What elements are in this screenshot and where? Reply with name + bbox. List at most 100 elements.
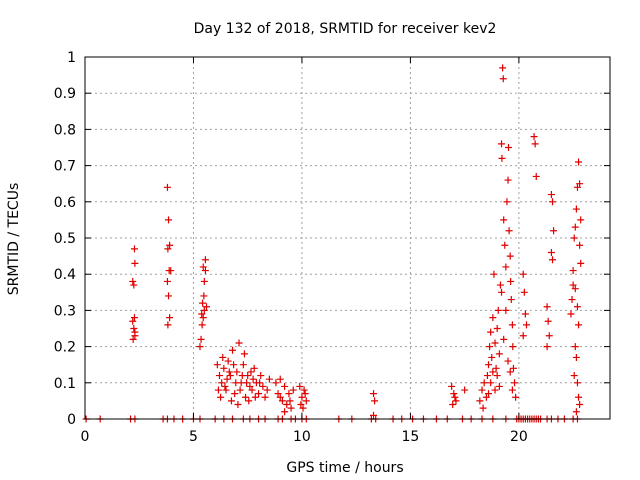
data-point — [500, 335, 508, 343]
data-point — [499, 64, 507, 72]
data-point — [130, 245, 138, 253]
data-point — [216, 372, 224, 380]
data-point — [227, 397, 235, 405]
data-point — [577, 216, 585, 224]
data-point — [130, 325, 138, 332]
data-point — [129, 277, 137, 285]
data-point — [509, 364, 517, 372]
data-point — [452, 397, 460, 405]
data-point — [256, 379, 264, 387]
y-tick-label: 0.1 — [54, 376, 76, 392]
data-point — [259, 382, 267, 390]
y-tick-label: 0.9 — [54, 86, 76, 102]
data-point — [509, 343, 517, 351]
data-point — [202, 303, 210, 311]
data-point — [487, 379, 495, 387]
data-point — [235, 339, 243, 347]
data-point — [496, 281, 504, 289]
x-tick-label: 5 — [189, 429, 198, 445]
data-point — [504, 357, 512, 365]
y-tick-label: 0.4 — [54, 267, 76, 283]
data-point — [532, 172, 540, 180]
data-point — [487, 328, 495, 336]
data-point — [231, 390, 239, 398]
data-point — [571, 223, 579, 231]
data-point — [504, 144, 512, 151]
data-point — [130, 281, 138, 289]
y-tick-label: 0.8 — [54, 122, 76, 138]
data-point — [274, 390, 282, 398]
data-point — [544, 317, 552, 325]
data-point — [298, 393, 306, 401]
data-point — [196, 343, 204, 351]
data-point — [296, 382, 304, 390]
data-point — [569, 281, 577, 289]
data-point — [501, 241, 509, 249]
x-tick-label: 10 — [293, 429, 311, 445]
data-point — [286, 397, 294, 405]
data-point — [482, 393, 490, 401]
data-point — [283, 401, 291, 409]
data-point — [167, 267, 175, 275]
data-point — [217, 393, 225, 401]
data-point — [165, 216, 173, 224]
data-point — [575, 321, 583, 329]
data-point — [129, 335, 137, 343]
data-point — [505, 227, 513, 235]
data-point — [489, 368, 497, 376]
data-point — [502, 306, 510, 314]
data-point — [263, 386, 271, 394]
x-tick-label: 15 — [401, 429, 419, 445]
data-point — [500, 216, 508, 224]
data-point — [265, 375, 273, 383]
data-point — [502, 263, 510, 271]
data-point — [498, 140, 506, 148]
data-point — [485, 361, 493, 369]
data-point — [499, 75, 507, 83]
data-point — [512, 393, 520, 401]
data-point — [276, 375, 284, 383]
data-point — [164, 245, 172, 253]
data-point — [213, 361, 221, 369]
data-point — [498, 288, 506, 296]
data-point — [200, 277, 208, 285]
data-point — [299, 404, 307, 412]
data-point — [199, 314, 207, 322]
data-point — [570, 234, 578, 242]
data-point — [451, 393, 459, 401]
data-point — [131, 259, 139, 267]
data-point — [226, 372, 234, 380]
data-point — [522, 321, 530, 329]
data-point — [281, 382, 289, 390]
data-point — [218, 379, 226, 387]
data-point — [488, 353, 496, 361]
data-point — [519, 270, 527, 278]
data-point — [450, 390, 458, 398]
data-point — [238, 372, 246, 380]
y-axis-label: SRMTID / TECUs — [6, 183, 22, 296]
data-point — [198, 321, 206, 329]
data-point — [224, 357, 232, 365]
data-point — [573, 379, 581, 387]
data-point — [521, 310, 529, 318]
y-tick-label: 0.6 — [54, 195, 76, 211]
data-point — [371, 397, 379, 405]
data-point — [495, 350, 503, 358]
data-point — [507, 277, 515, 285]
data-point — [486, 343, 494, 351]
data-point — [130, 314, 138, 322]
data-point — [519, 332, 527, 340]
data-point — [200, 306, 208, 314]
y-tick-label: 0 — [67, 412, 76, 428]
data-point — [498, 154, 506, 162]
data-point — [199, 263, 207, 271]
data-point — [287, 404, 295, 412]
data-point — [236, 386, 244, 394]
data-point — [494, 306, 502, 314]
data-point — [240, 350, 248, 358]
data-point — [485, 390, 493, 398]
data-point — [302, 397, 310, 405]
data-point — [476, 397, 484, 405]
data-point — [278, 397, 286, 405]
data-point — [576, 401, 584, 409]
